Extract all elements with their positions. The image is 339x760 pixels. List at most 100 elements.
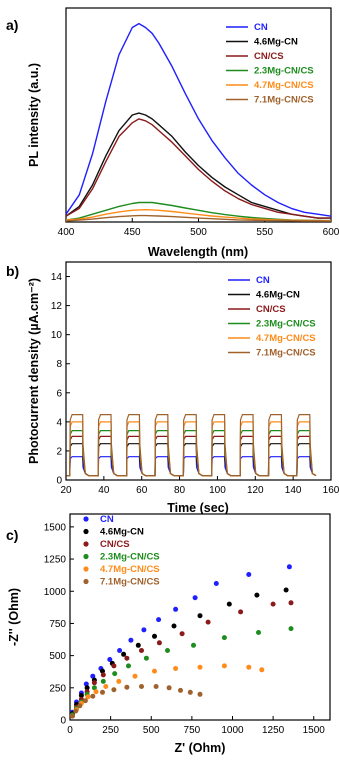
data-point-cn — [192, 595, 198, 601]
panel-c-xtick-label: 250 — [102, 725, 119, 736]
panel-c-xtick-label: 750 — [184, 725, 201, 736]
panel-b-xtick-label: 80 — [174, 485, 186, 496]
panel-a-xtick-label: 400 — [58, 227, 75, 238]
panel-b-ylabel: Photocurrent density (µA.cm⁻²) — [27, 278, 41, 464]
panel-b-xlabel: Time (sec) — [167, 501, 229, 515]
panel-c-ylabel: -Z'' (Ohm) — [7, 588, 21, 646]
panel-c-ytick-label: 250 — [49, 683, 66, 694]
data-point-4-6mg-cn — [226, 601, 232, 607]
data-point-7-1mg-cn-cs — [139, 684, 144, 689]
data-point-2-3mg-cn-cs — [100, 678, 106, 684]
data-point-4-6mg-cn — [171, 623, 177, 629]
data-point-7-1mg-cn-cs — [153, 684, 159, 689]
legend-label-4-7mg-cn-cs: 4.7Mg-CN/CS — [100, 564, 160, 575]
data-point-cn — [173, 606, 179, 612]
panel-b-legend: CN 4.6Mg-CN CN/CS 2.3Mg-CN/CS 4.7Mg-CN/CS 7.1… — [228, 275, 316, 359]
panel-a-xtick-label: 550 — [256, 227, 273, 238]
legend-label-4-6mg-cn: 4.6Mg-CN — [100, 527, 144, 538]
panel-c-xtick-label: 1500 — [303, 725, 326, 736]
legend-label-cn-cs: CN/CS — [100, 539, 130, 550]
data-point-cn-cs — [156, 640, 162, 646]
legend-label-cn-cs: CN/CS — [256, 304, 286, 315]
data-point-cn — [156, 617, 162, 623]
data-point-7-1mg-cn-cs — [100, 689, 105, 695]
data-point-cn — [141, 627, 147, 633]
data-point-cn-cs — [100, 672, 106, 678]
panel-b-xtick-label: 140 — [285, 485, 302, 496]
panel-c-xtick-label: 500 — [143, 725, 160, 736]
legend-label-4-7mg-cn-cs: 4.7Mg-CN/CS — [256, 333, 316, 344]
panel-c-frame — [69, 513, 331, 721]
data-point-4-7mg-cn-cs — [197, 664, 203, 670]
data-point-4-6mg-cn — [84, 685, 90, 691]
data-point-4-7mg-cn-cs — [116, 678, 122, 684]
legend-label-2-3mg-cn-cs: 2.3Mg-CN/CS — [256, 319, 316, 330]
data-point-2-3mg-cn-cs — [288, 626, 294, 632]
panel-a-xtick-label: 500 — [190, 227, 207, 238]
panel-b-label: b) — [6, 263, 19, 279]
legend-marker-cn — [83, 516, 89, 522]
panel-b-xtick-label: 60 — [136, 485, 148, 496]
data-point-7-1mg-cn-cs — [90, 693, 96, 699]
panel-b-ytick-label: 4 — [56, 417, 62, 428]
data-point-7-1mg-cn-cs — [197, 691, 203, 697]
data-point-2-3mg-cn-cs — [143, 655, 149, 661]
legend-label-4-6mg-cn: 4.6Mg-CN — [256, 290, 300, 301]
panel-b-xtick-label: 160 — [323, 485, 339, 496]
panel-a: a) 400 450 500 550 600 CN 4.6Mg-CN CN/CS 2.3Mg-… — [6, 7, 339, 259]
panel-c-ytick-label: 750 — [49, 619, 66, 630]
data-point-cn-cs — [91, 680, 97, 686]
data-point-cn — [90, 673, 96, 679]
data-point-cn — [117, 648, 123, 653]
panel-b-xtick-label: 40 — [98, 485, 110, 496]
panel-c-xtick-label: 1000 — [221, 725, 244, 736]
data-point-cn-cs — [288, 600, 294, 606]
panel-b-series-lines — [66, 414, 317, 477]
panel-c-label: c) — [6, 527, 18, 543]
series-line-4-6mg-cn — [65, 112, 331, 219]
data-point-4-6mg-cn — [135, 642, 141, 648]
series-line-7-1mg-cn-cs — [66, 414, 317, 477]
series-line-cn — [65, 22, 332, 217]
panel-b: b) 20 40 60 80 100 120 140 160 0 2 4 6 8 10 12 14 CN 4.6… — [6, 261, 339, 515]
series-line-cn-cs — [65, 118, 331, 219]
data-point-4-7mg-cn-cs — [152, 668, 157, 674]
data-point-cn — [213, 581, 219, 586]
data-point-2-3mg-cn-cs — [221, 635, 227, 641]
data-point-7-1mg-cn-cs — [77, 703, 83, 709]
data-point-7-1mg-cn-cs — [178, 687, 183, 693]
panel-a-xlabel: Wavelength (nm) — [148, 245, 248, 259]
panel-a-xtick-label: 450 — [124, 227, 141, 238]
data-point-4-6mg-cn — [100, 668, 105, 674]
legend-label-cn-cs: CN/CS — [254, 51, 284, 62]
legend-marker-4-7mg-cn-cs — [83, 566, 89, 572]
legend-label-7-1mg-cn-cs: 7.1Mg-CN/CS — [256, 348, 316, 359]
data-point-2-3mg-cn-cs — [126, 663, 131, 669]
data-point-2-3mg-cn-cs — [91, 685, 97, 691]
data-point-7-1mg-cn-cs — [82, 698, 88, 704]
data-point-4-7mg-cn-cs — [93, 689, 99, 695]
data-point-2-3mg-cn-cs — [256, 630, 261, 635]
legend-label-7-1mg-cn-cs: 7.1Mg-CN/CS — [254, 95, 314, 106]
series-line-7-1mg-cn-cs — [65, 214, 332, 222]
panel-b-ytick-label: 10 — [51, 330, 63, 341]
panel-b-xtick-label: 120 — [247, 485, 264, 496]
data-point-cn — [128, 637, 134, 643]
data-point-cn-cs — [179, 631, 185, 637]
data-point-cn — [83, 681, 89, 687]
panel-c-ticks: 0 250 500 750 1000 1250 1500 0 250 500 750 1000 1250… — [44, 522, 326, 736]
legend-marker-4-6mg-cn — [83, 528, 89, 535]
data-point-2-3mg-cn-cs — [165, 648, 170, 653]
panel-c-xlabel: Z' (Ohm) — [175, 741, 226, 755]
data-point-cn-cs — [238, 609, 244, 615]
panel-b-ytick-label: 0 — [56, 476, 62, 487]
panel-a-ylabel: PL intensity (a.u.) — [27, 63, 41, 167]
data-point-4-6mg-cn — [121, 651, 127, 657]
series-line-2-3mg-cn-cs — [66, 430, 317, 477]
panel-c: c) 0 250 500 750 1000 1250 1500 0 250 500 750 1000 1… — [6, 513, 331, 755]
panel-b-frame — [65, 261, 332, 481]
data-point-4-7mg-cn-cs — [85, 694, 91, 700]
data-point-4-7mg-cn-cs — [103, 684, 109, 689]
